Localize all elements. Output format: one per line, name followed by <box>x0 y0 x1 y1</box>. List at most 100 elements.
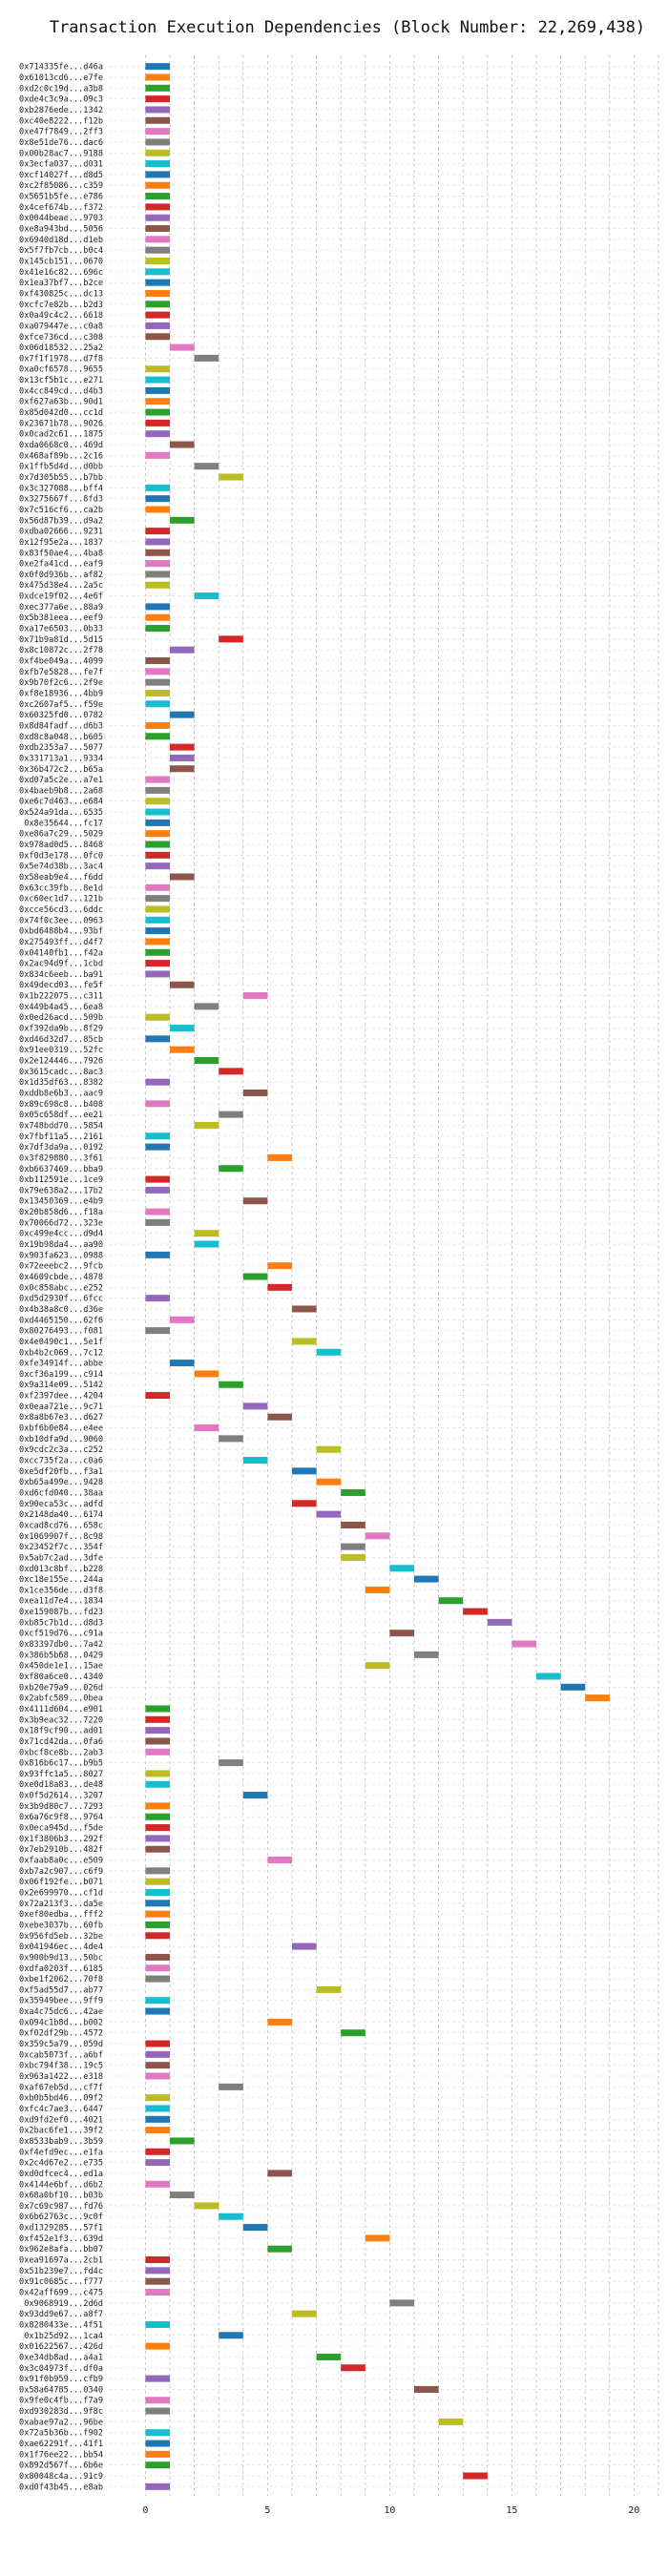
tx-label: 0xf452e1f3...639d <box>19 2234 103 2244</box>
tx-label: 0xebe3037b...60fb <box>19 1921 103 1930</box>
tx-bar <box>389 1565 414 1572</box>
tx-label: 0xcc735f2a...c0a6 <box>19 1457 103 1466</box>
tx-label: 0xa079447e...c0a8 <box>19 322 103 331</box>
tx-label: 0x962e8afa...bb07 <box>19 2245 103 2254</box>
tx-label: 0xfb7e5828...fe7f <box>19 668 103 677</box>
tx-bar <box>145 1208 170 1215</box>
tx-bar <box>463 2472 488 2480</box>
tx-bar <box>145 484 170 491</box>
tx-label: 0x5651b5fe...e786 <box>19 193 103 202</box>
tx-bar <box>145 1802 170 1810</box>
x-tick-label: 0 <box>142 2505 148 2516</box>
tx-label: 0x2abfc589...0bea <box>19 1694 103 1704</box>
tx-label: 0x8533bab9...3b59 <box>19 2137 103 2147</box>
tx-bar <box>145 376 170 384</box>
tx-bar <box>267 2018 292 2025</box>
tx-label: 0x6a76c9f8...9764 <box>19 1813 103 1822</box>
tx-bar <box>145 1770 170 1777</box>
tx-label: 0xde4c3c9a...09c3 <box>19 95 103 105</box>
tx-label: 0x91ee0319...52fc <box>19 1046 103 1055</box>
tx-label: 0x6b62763c...9c0f <box>19 2212 103 2222</box>
tx-bar <box>170 343 195 351</box>
tx-label: 0xabae97a2...96be <box>19 2418 103 2427</box>
tx-bar <box>219 1111 243 1118</box>
tx-bar <box>170 441 195 448</box>
tx-label: 0x978ad0d5...8468 <box>19 841 103 850</box>
tx-bar <box>145 1780 170 1788</box>
tx-label: 0xe159087b...fd23 <box>19 1608 103 1617</box>
tx-bar <box>145 1035 170 1043</box>
tx-bar <box>145 430 170 438</box>
tx-bar <box>219 635 243 643</box>
tx-bar <box>219 1381 243 1388</box>
tx-label: 0x524a91da...6535 <box>19 808 103 818</box>
tx-label: 0x04140fb1...f42a <box>19 948 103 958</box>
tx-bar <box>341 1553 365 1561</box>
tx-label: 0x0a49c4c2...6618 <box>19 311 103 321</box>
tx-bar <box>145 268 170 276</box>
tx-bar <box>267 1283 292 1291</box>
tx-label: 0xd07a5c2e...a7e1 <box>19 776 103 785</box>
tx-label: 0xb10dfa9d...9060 <box>19 1435 103 1444</box>
tx-bar <box>145 851 170 859</box>
bar-layer <box>145 63 610 2490</box>
tx-bar <box>145 1251 170 1258</box>
tx-bar <box>145 225 170 233</box>
tx-bar <box>170 754 195 761</box>
tx-label: 0xaf67eb5d...cf7f <box>19 2083 103 2092</box>
tx-bar <box>145 786 170 794</box>
tx-label: 0x8280433e...4f51 <box>19 2320 103 2330</box>
tx-bar <box>414 1575 439 1583</box>
tx-bar <box>145 2288 170 2296</box>
tx-bar <box>145 63 170 71</box>
tx-label: 0xddb8e6b3...aac9 <box>19 1089 103 1098</box>
tx-label: 0x0044beae...9703 <box>19 214 103 223</box>
tx-label: 0x892d567f...6b6e <box>19 2462 103 2471</box>
tx-bar <box>487 1618 512 1626</box>
tx-bar <box>219 473 243 481</box>
tx-bar <box>194 2202 219 2210</box>
tx-label: 0x7df3da9a...0192 <box>19 1143 103 1153</box>
tx-bar <box>145 1932 170 1940</box>
tx-bar <box>145 689 170 696</box>
tx-bar <box>170 743 195 751</box>
tx-label: 0xe47f7849...2ff3 <box>19 128 103 137</box>
tx-label: 0x19b98da4...aa90 <box>19 1240 103 1250</box>
tx-label: 0x91f0b959...cfb9 <box>19 2375 103 2384</box>
tx-bar <box>145 603 170 611</box>
tx-label: 0x90eca53c...adfd <box>19 1500 103 1509</box>
tx-bar <box>145 106 170 114</box>
tx-bar <box>145 84 170 92</box>
tx-label: 0x4144e6bf...d6b2 <box>19 2180 103 2190</box>
tx-label: 0x094c1b8d...b002 <box>19 2018 103 2027</box>
tx-label: 0xf02df29b...4572 <box>19 2029 103 2039</box>
tx-bar <box>145 311 170 319</box>
tx-label: 0xb65a499e...9428 <box>19 1478 103 1487</box>
tx-label: 0xec377a6e...88a9 <box>19 603 103 613</box>
tx-label: 0xd013c8bf...b228 <box>19 1565 103 1574</box>
tx-label: 0x145cb151...0670 <box>19 258 103 267</box>
tx-label: 0xcab5073f...a6bf <box>19 2050 103 2060</box>
tx-bar <box>292 2310 317 2317</box>
tx-label: 0x83f50ae4...4ba8 <box>19 549 103 558</box>
tx-bar <box>170 873 195 881</box>
tx-bar <box>145 398 170 405</box>
tx-label: 0x61013cd6...e7fe <box>19 73 103 83</box>
tx-bar <box>145 246 170 254</box>
tx-label: 0xf627a63b...90d1 <box>19 398 103 407</box>
tx-bar <box>145 721 170 729</box>
tx-label: 0x2ac94d9f...1cbd <box>19 960 103 969</box>
tx-bar <box>145 2440 170 2447</box>
tx-bar <box>145 1218 170 1226</box>
tx-label: 0x9b70f2c6...2f9e <box>19 678 103 688</box>
tx-bar <box>316 1445 342 1453</box>
tx-label: 0xdfa0203f...6185 <box>19 1964 103 1974</box>
tx-bar <box>438 2418 464 2425</box>
tx-bar <box>341 1521 365 1528</box>
tx-bar <box>145 1327 170 1335</box>
tx-bar <box>170 516 195 524</box>
tx-label: 0xa0cf6578...9655 <box>19 365 103 375</box>
tx-bar <box>292 1942 317 1950</box>
tx-bar <box>242 1457 268 1465</box>
tx-label: 0xb20e79a9...026d <box>19 1683 103 1693</box>
